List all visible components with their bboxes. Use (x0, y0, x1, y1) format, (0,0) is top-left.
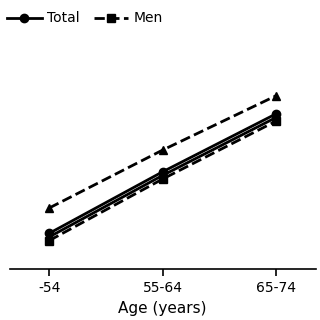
X-axis label: Age (years): Age (years) (118, 301, 207, 316)
Legend: Total, Men: Total, Men (1, 6, 169, 31)
